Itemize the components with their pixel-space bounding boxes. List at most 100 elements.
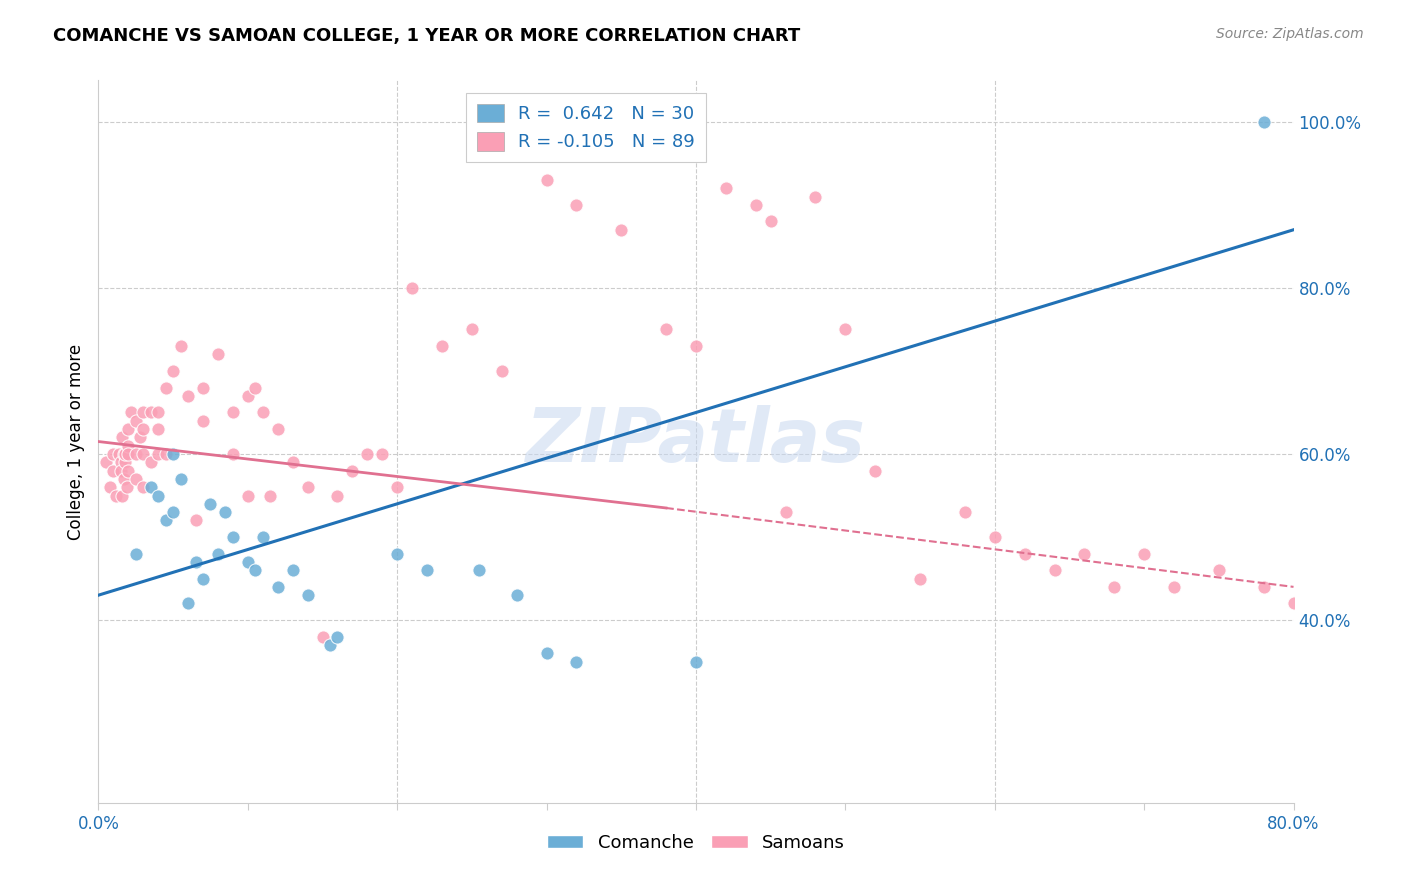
Point [169, 472, 191, 486]
Point [311, 630, 333, 644]
Point [297, 480, 319, 494]
Point [1043, 563, 1066, 577]
Point [111, 489, 134, 503]
Point [162, 505, 184, 519]
Point [155, 513, 177, 527]
Point [416, 563, 439, 577]
Point [834, 322, 856, 336]
Point [236, 489, 259, 503]
Point [252, 530, 274, 544]
Point [1104, 580, 1126, 594]
Point [759, 214, 782, 228]
Point [139, 480, 162, 494]
Point [506, 588, 529, 602]
Point [252, 405, 274, 419]
Point [565, 655, 588, 669]
Point [117, 464, 139, 478]
Point [132, 447, 155, 461]
Point [98, 480, 122, 494]
Point [1014, 547, 1036, 561]
Point [236, 389, 259, 403]
Point [184, 513, 207, 527]
Point [356, 447, 378, 461]
Point [1253, 580, 1275, 594]
Y-axis label: College, 1 year or more: College, 1 year or more [66, 343, 84, 540]
Point [191, 414, 214, 428]
Point [865, 464, 887, 478]
Point [105, 489, 128, 503]
Point [610, 223, 633, 237]
Point [207, 547, 229, 561]
Point [1253, 115, 1275, 129]
Point [148, 489, 170, 503]
Point [1163, 580, 1185, 594]
Point [385, 547, 409, 561]
Point [267, 580, 290, 594]
Point [162, 447, 184, 461]
Point [565, 198, 588, 212]
Point [953, 505, 976, 519]
Point [536, 646, 558, 660]
Point [236, 555, 259, 569]
Legend: Comanche, Samoans: Comanche, Samoans [540, 826, 852, 859]
Point [110, 464, 132, 478]
Point [112, 472, 135, 486]
Point [103, 447, 125, 461]
Point [125, 414, 148, 428]
Point [1208, 563, 1230, 577]
Point [117, 422, 139, 436]
Point [245, 563, 267, 577]
Point [148, 447, 170, 461]
Point [297, 588, 319, 602]
Point [177, 597, 200, 611]
Point [222, 530, 245, 544]
Point [125, 547, 148, 561]
Point [110, 455, 132, 469]
Point [536, 173, 558, 187]
Point [132, 422, 155, 436]
Point [120, 405, 142, 419]
Point [94, 455, 117, 469]
Point [745, 198, 768, 212]
Point [326, 489, 349, 503]
Point [1133, 547, 1156, 561]
Point [685, 655, 707, 669]
Point [267, 422, 290, 436]
Point [281, 455, 304, 469]
Point [108, 447, 131, 461]
Text: ZIPatlas: ZIPatlas [526, 405, 866, 478]
Point [1402, 696, 1406, 710]
Point [169, 339, 191, 353]
Point [371, 447, 394, 461]
Point [1312, 597, 1334, 611]
Point [191, 572, 214, 586]
Point [184, 555, 207, 569]
Point [259, 489, 281, 503]
Text: Source: ZipAtlas.com: Source: ZipAtlas.com [1216, 27, 1364, 41]
Point [319, 638, 342, 652]
Point [430, 339, 453, 353]
Point [326, 630, 349, 644]
Point [162, 364, 184, 378]
Point [214, 505, 236, 519]
Point [132, 405, 155, 419]
Text: COMANCHE VS SAMOAN COLLEGE, 1 YEAR OR MORE CORRELATION CHART: COMANCHE VS SAMOAN COLLEGE, 1 YEAR OR MO… [53, 27, 800, 45]
Point [200, 497, 222, 511]
Point [222, 405, 245, 419]
Point [111, 430, 134, 444]
Point [908, 572, 931, 586]
Point [125, 447, 148, 461]
Point [468, 563, 491, 577]
Point [714, 181, 737, 195]
Point [245, 380, 267, 394]
Point [114, 455, 136, 469]
Point [191, 380, 214, 394]
Point [491, 364, 513, 378]
Point [207, 347, 229, 361]
Point [775, 505, 797, 519]
Point [655, 322, 678, 336]
Point [132, 480, 155, 494]
Point [461, 322, 484, 336]
Point [222, 447, 245, 461]
Point [129, 430, 152, 444]
